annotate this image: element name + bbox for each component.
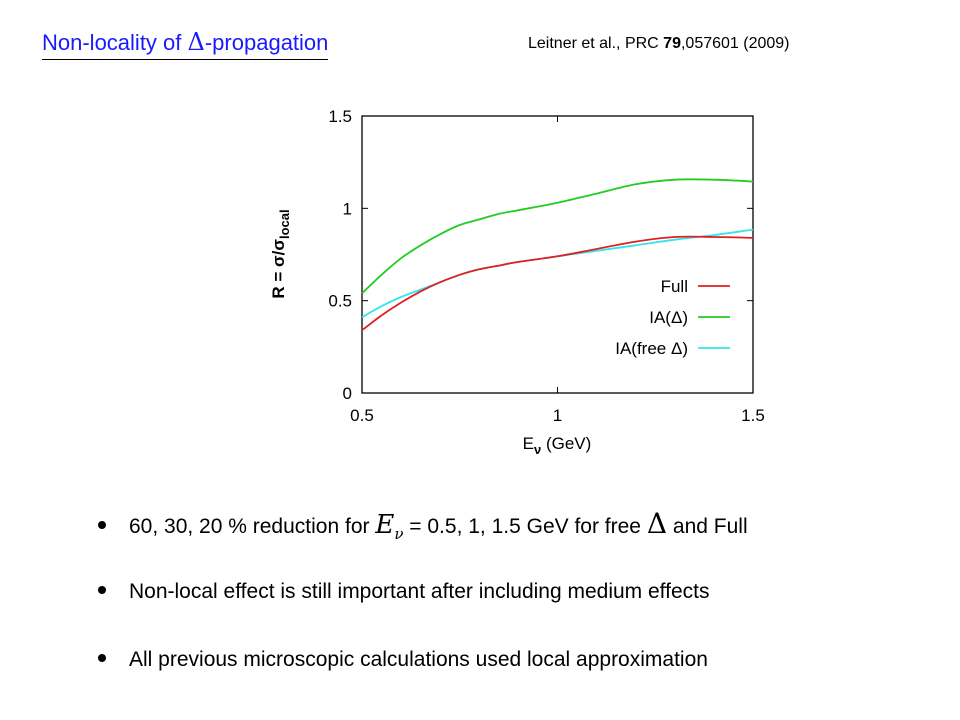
y-tick-label: 1.5 [328,107,352,126]
x-axis-label-unit: (GeV) [541,434,591,453]
series-line-ia-free [361,228,754,319]
bullet-dot [98,654,106,663]
legend-label: IA(Δ) [649,308,688,327]
ratio-chart: 0.5 1 1.5 0 0.5 1 1.5 Full IA(Δ) IA(free Δ) Eν (Ge… [269,107,765,457]
bullet-dot [98,521,106,530]
x-tick-label: 1.5 [741,406,765,425]
x-tick-label: 1 [553,406,562,425]
bullet-1-math-var: E [375,510,395,540]
reference-volume: 79 [663,35,681,52]
bullet-item-nonlocal: Non-local effect is still important afte… [98,572,709,612]
bullet-item-reduction: 60, 30, 20 % reduction for Eν = 0.5, 1, … [98,504,748,544]
y-tick-label: 1 [343,199,352,218]
x-axis-label-main: E [523,434,534,453]
bullet-dot [98,586,106,595]
slide-title-prefix: Non-locality of [42,30,188,55]
x-axis-label-sub: ν [534,442,541,457]
slide-title-delta: Δ [187,28,205,56]
bullet-1-math-sub: ν [394,525,404,544]
bullet-3-text: All previous microscopic calculations us… [129,648,708,671]
bullet-1-energy-symbol: Eν [375,510,404,544]
legend-label: Full [661,277,688,296]
y-axis-label: R = σ/σlocal [269,209,292,298]
bullet-item-previous: All previous microscopic calculations us… [98,640,708,680]
y-tick-label: 0.5 [328,292,352,311]
legend-label: IA(free Δ) [615,339,688,358]
bullet-1-delta: Δ [646,507,668,540]
x-axis-label: Eν (GeV) [523,434,592,457]
reference-suffix: ,057601 (2009) [680,35,790,52]
reference-citation: Leitner et al., PRC 79,057601 (2009) [528,35,790,53]
bullet-1-mid: = 0.5, 1, 1.5 GeV for free [403,515,647,538]
bullet-2-text: Non-local effect is still important afte… [129,580,710,603]
series-line-full [361,235,754,331]
y-axis-label-sub: local [277,209,292,239]
x-tick-label: 0.5 [350,406,374,425]
y-tick-label: 0 [343,384,352,403]
plot-frame [361,115,754,394]
series-line-ia [361,178,754,294]
slide-title-suffix: -propagation [204,30,329,55]
reference-prefix: Leitner et al., PRC [528,35,664,52]
slide-title: Non-locality of Δ-propagation [42,28,329,60]
y-axis-label-main: R = σ/σ [269,239,288,299]
bullet-1-post: and Full [667,515,748,538]
bullet-1-pre: 60, 30, 20 % reduction for [129,515,376,538]
